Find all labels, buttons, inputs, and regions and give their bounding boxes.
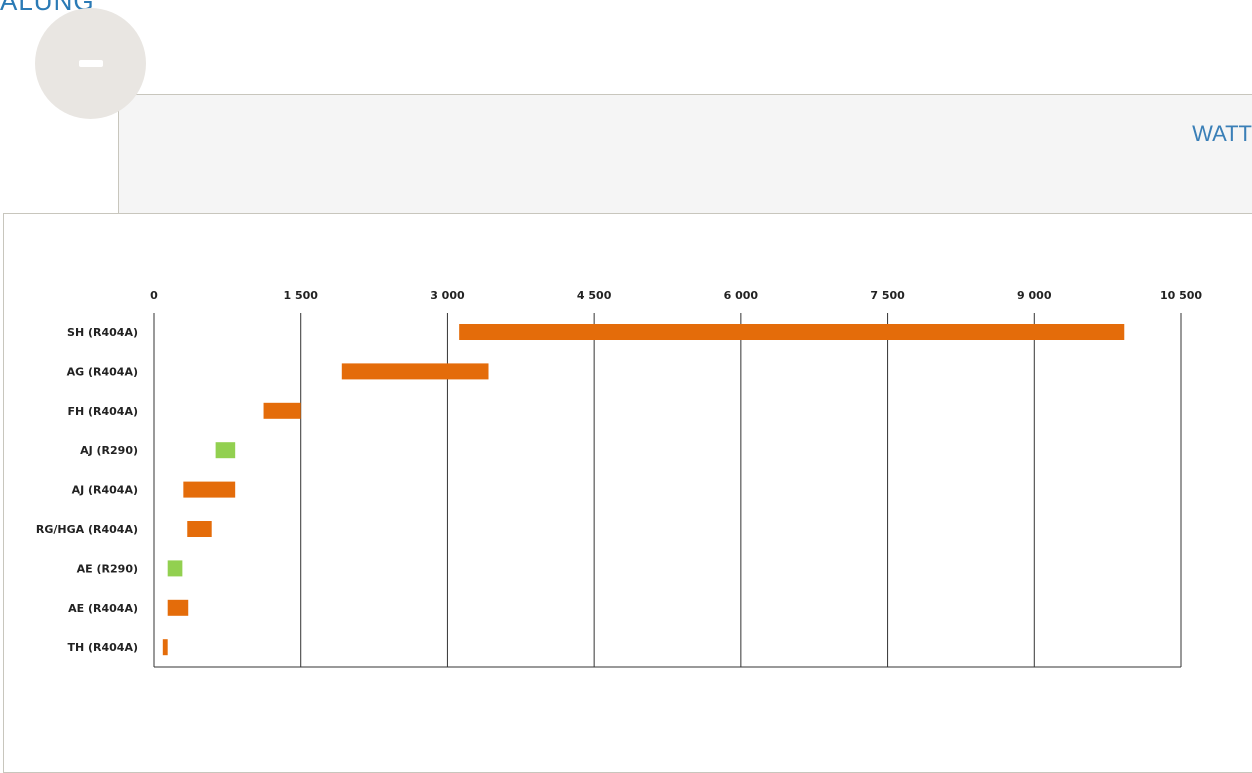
- range-bar: [215, 442, 236, 459]
- category-label: AE (R404A): [68, 602, 138, 615]
- range-bar: [167, 599, 189, 616]
- category-label: AJ (R404A): [72, 484, 138, 497]
- category-label: AJ (R290): [80, 444, 138, 457]
- category-label: RG/HGA (R404A): [36, 523, 138, 536]
- category-label: TH (R404A): [67, 641, 138, 654]
- range-bar: [183, 481, 236, 498]
- minus-icon: [79, 60, 103, 67]
- range-bar: [187, 521, 212, 537]
- range-bar: [459, 324, 1125, 340]
- range-bar: [263, 402, 301, 419]
- accordion-header[interactable]: WATT: [118, 94, 1252, 214]
- x-tick-label: 3 000: [430, 289, 465, 302]
- category-label: AG (R404A): [67, 365, 138, 378]
- range-bar: [341, 363, 489, 380]
- x-tick-label: 6 000: [724, 289, 759, 302]
- category-label: FH (R404A): [67, 405, 138, 418]
- range-bar: [167, 560, 183, 577]
- x-tick-label: 7 500: [870, 289, 905, 302]
- category-label: AE (R290): [77, 562, 138, 575]
- x-tick-label: 4 500: [577, 289, 612, 302]
- x-tick-label: 1 500: [283, 289, 318, 302]
- x-tick-label: 10 500: [1160, 289, 1202, 302]
- x-tick-label: 9 000: [1017, 289, 1052, 302]
- range-bar: [162, 639, 168, 656]
- chart-panel: 0 1 500 3 000 4 500 6 000 7 500 9 000 10 500 SH …: [3, 213, 1252, 773]
- x-tick-label: 0: [150, 289, 158, 302]
- category-label: SH (R404A): [67, 326, 138, 339]
- accordion-header-title: WATT: [1192, 121, 1252, 146]
- collapse-button[interactable]: [35, 8, 146, 119]
